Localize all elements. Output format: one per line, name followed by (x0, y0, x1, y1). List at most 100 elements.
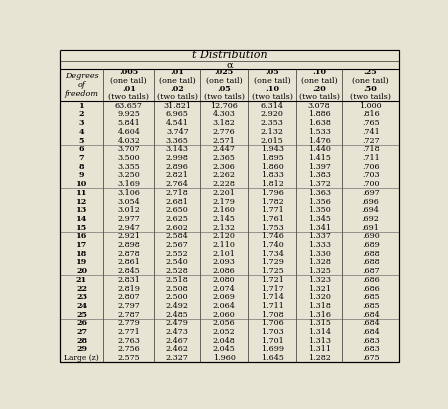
Text: 2.015: 2.015 (261, 137, 284, 145)
Text: .10: .10 (265, 85, 279, 93)
Text: 2.797: 2.797 (117, 302, 140, 310)
Text: 2.764: 2.764 (166, 180, 189, 188)
Text: 2.365: 2.365 (213, 154, 236, 162)
Text: 2.048: 2.048 (213, 337, 236, 345)
Text: .686: .686 (362, 285, 379, 292)
Text: .690: .690 (362, 232, 379, 240)
Text: .689: .689 (362, 241, 379, 249)
Text: 2.861: 2.861 (117, 258, 140, 266)
Text: (one tail): (one tail) (254, 76, 291, 84)
Text: 1.372: 1.372 (308, 180, 331, 188)
Text: 15: 15 (76, 224, 87, 231)
Text: 12.706: 12.706 (210, 102, 238, 110)
Text: 2.500: 2.500 (166, 293, 189, 301)
Text: .765: .765 (362, 119, 379, 127)
Text: 2.896: 2.896 (166, 163, 189, 171)
Text: 1.311: 1.311 (308, 346, 331, 353)
Text: 1.796: 1.796 (261, 189, 284, 197)
Text: 1.771: 1.771 (261, 206, 284, 214)
Text: .691: .691 (362, 224, 379, 231)
Text: .684: .684 (362, 310, 379, 319)
Text: .50: .50 (364, 85, 378, 93)
Text: 14: 14 (76, 215, 87, 223)
Text: 2.947: 2.947 (117, 224, 140, 231)
Text: 1.717: 1.717 (261, 285, 284, 292)
Text: 31.821: 31.821 (163, 102, 191, 110)
Text: .718: .718 (362, 145, 379, 153)
Text: 1.440: 1.440 (308, 145, 331, 153)
Text: 6: 6 (79, 145, 84, 153)
Text: .700: .700 (362, 180, 379, 188)
Text: 2.132: 2.132 (261, 128, 284, 136)
Text: 3.106: 3.106 (117, 189, 140, 197)
Text: .25: .25 (364, 68, 378, 76)
Text: 2.681: 2.681 (166, 198, 189, 205)
Text: 4.604: 4.604 (117, 128, 140, 136)
Text: 1.383: 1.383 (308, 171, 331, 180)
Text: 16: 16 (76, 232, 87, 240)
Text: .685: .685 (362, 293, 379, 301)
Text: 2.064: 2.064 (213, 302, 236, 310)
Text: 2.977: 2.977 (117, 215, 140, 223)
Text: 2.074: 2.074 (213, 285, 236, 292)
Text: 1.711: 1.711 (261, 302, 284, 310)
Text: 2.819: 2.819 (117, 285, 140, 292)
Text: (one tail): (one tail) (159, 76, 196, 84)
Text: 2.120: 2.120 (213, 232, 236, 240)
Text: 2.584: 2.584 (166, 232, 189, 240)
Text: 1.886: 1.886 (308, 110, 331, 119)
Bar (60, 50, 399, 61)
Text: 1.356: 1.356 (308, 198, 331, 205)
Text: 1: 1 (79, 102, 85, 110)
Text: 1.860: 1.860 (261, 163, 284, 171)
Text: 2.821: 2.821 (166, 171, 189, 180)
Text: 2.228: 2.228 (213, 180, 236, 188)
Text: 2.069: 2.069 (213, 293, 236, 301)
Text: 2.650: 2.650 (166, 206, 189, 214)
Text: 8: 8 (79, 163, 84, 171)
Text: 2.807: 2.807 (117, 293, 140, 301)
Text: (one tail): (one tail) (352, 76, 389, 84)
Text: 7: 7 (79, 154, 84, 162)
Text: 2.353: 2.353 (261, 119, 284, 127)
Text: 1.740: 1.740 (261, 241, 284, 249)
Text: 63.657: 63.657 (115, 102, 143, 110)
Text: .688: .688 (362, 250, 379, 258)
Text: 27: 27 (76, 328, 87, 336)
Text: 2.898: 2.898 (117, 241, 140, 249)
Text: 1.895: 1.895 (261, 154, 284, 162)
Text: (two tails): (two tails) (252, 92, 293, 101)
Text: 2.779: 2.779 (117, 319, 140, 327)
Text: 5: 5 (79, 137, 84, 145)
Text: 29: 29 (76, 346, 87, 353)
Text: 19: 19 (76, 258, 87, 266)
Text: 22: 22 (76, 285, 87, 292)
Text: 2.831: 2.831 (117, 276, 140, 284)
Text: 1.330: 1.330 (308, 250, 331, 258)
Text: 26: 26 (76, 319, 87, 327)
Text: 18: 18 (76, 250, 87, 258)
Text: 6.314: 6.314 (261, 102, 284, 110)
Text: .684: .684 (362, 319, 379, 327)
Text: 2.718: 2.718 (166, 189, 189, 197)
Text: 2.492: 2.492 (166, 302, 189, 310)
Text: 3: 3 (79, 119, 84, 127)
Text: 23: 23 (76, 293, 87, 301)
Text: .706: .706 (362, 163, 379, 171)
Text: 3.365: 3.365 (166, 137, 189, 145)
Text: 1.337: 1.337 (308, 232, 331, 240)
Text: 2.080: 2.080 (213, 276, 236, 284)
Text: 1.701: 1.701 (261, 337, 284, 345)
Text: .01: .01 (122, 85, 136, 93)
Text: 2.132: 2.132 (213, 224, 236, 231)
Text: 1.321: 1.321 (308, 285, 331, 292)
Text: 1.734: 1.734 (261, 250, 284, 258)
Text: 2.518: 2.518 (166, 276, 189, 284)
Text: (two tails): (two tails) (108, 92, 149, 101)
Text: 2.262: 2.262 (213, 171, 236, 180)
Text: 9: 9 (79, 171, 84, 180)
Text: .005: .005 (119, 68, 138, 76)
Text: 2.845: 2.845 (117, 267, 140, 275)
Text: 10: 10 (76, 180, 87, 188)
Text: .711: .711 (362, 154, 379, 162)
